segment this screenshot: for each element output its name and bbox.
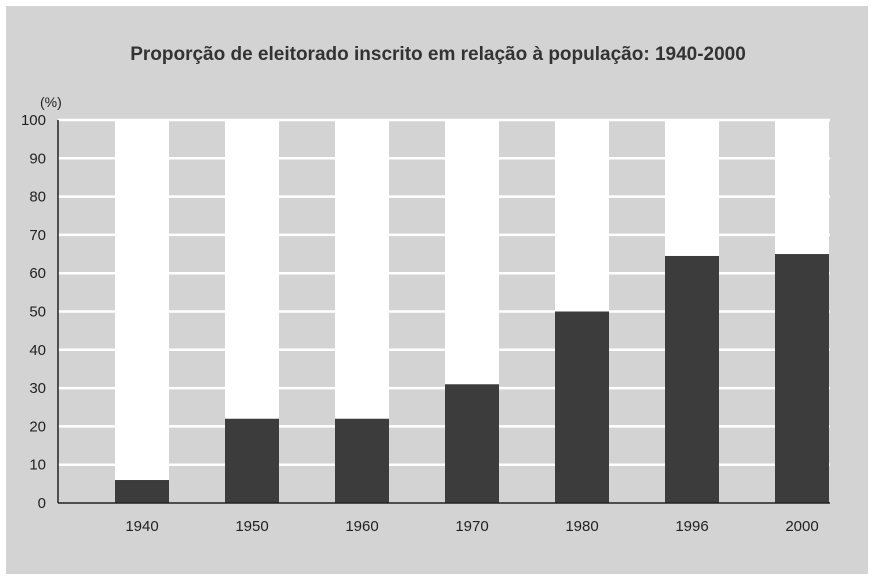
bar-2000 <box>775 254 829 503</box>
axes <box>57 120 830 504</box>
y-tick-label-80: 80 <box>29 189 46 206</box>
y-tick-label-50: 50 <box>29 304 46 321</box>
x-tick-label-1940: 1940 <box>125 518 158 535</box>
bar-1950 <box>225 418 279 503</box>
x-tick-label-2000: 2000 <box>785 518 818 535</box>
x-tick-label-1960: 1960 <box>345 518 378 535</box>
y-tick-label-100: 100 <box>21 112 46 129</box>
y-axis-unit-label: (%) <box>40 94 62 110</box>
bar-1970 <box>445 384 499 503</box>
y-tick-label-40: 40 <box>29 342 46 359</box>
bar-1980 <box>555 311 609 503</box>
y-tick-label-30: 30 <box>29 380 46 397</box>
y-tick-label-90: 90 <box>29 150 46 167</box>
bar-1960 <box>335 418 389 503</box>
y-tick-label-10: 10 <box>29 457 46 474</box>
x-tick-label-1996: 1996 <box>675 518 708 535</box>
chart-title: Proporção de eleitorado inscrito em rela… <box>130 44 746 65</box>
x-tick-label-1980: 1980 <box>565 518 598 535</box>
y-tick-label-20: 20 <box>29 418 46 435</box>
x-tick-label-1970: 1970 <box>455 518 488 535</box>
bar-1996 <box>665 255 719 503</box>
bar-1940 <box>115 480 169 503</box>
x-tick-label-1950: 1950 <box>235 518 268 535</box>
tick-labels: 0 10 20 30 40 50 60 70 80 90 100 1940 1950 1960 1970 19… <box>21 112 819 535</box>
y-tick-label-0: 0 <box>38 495 46 512</box>
bars <box>115 254 829 503</box>
y-tick-label-70: 70 <box>29 227 46 244</box>
y-tick-label-60: 60 <box>29 265 46 282</box>
